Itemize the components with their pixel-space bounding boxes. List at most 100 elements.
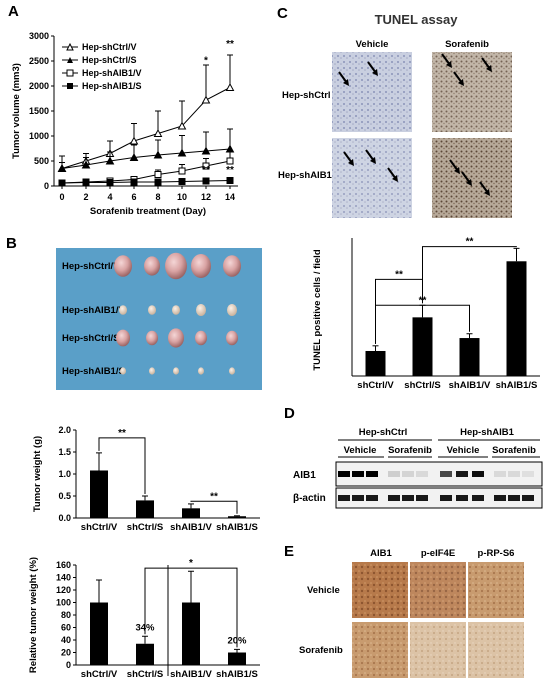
y-tick-label: 500 — [34, 156, 49, 166]
data-point — [153, 150, 163, 159]
tumor-specimen — [116, 329, 130, 347]
arrow-icon — [458, 79, 464, 86]
tumor-specimen — [114, 255, 132, 277]
significance-label: ** — [466, 237, 474, 248]
tumor-specimen — [148, 305, 156, 315]
x-tick-label: 2 — [83, 192, 88, 202]
significance-bracket — [144, 567, 238, 648]
y-axis-label: Relative tumor weight (%) — [28, 557, 39, 673]
blot-band — [388, 471, 400, 477]
tumor-specimen — [195, 330, 207, 346]
tumor-specimen — [172, 305, 180, 315]
blot-row-label: β-actin — [293, 493, 326, 504]
y-tick-label: 60 — [61, 623, 71, 633]
data-point — [82, 179, 90, 186]
data-point — [129, 152, 139, 161]
series-line — [61, 180, 231, 184]
data-point — [58, 179, 66, 187]
blot-band — [508, 471, 520, 477]
data-point — [106, 179, 114, 186]
legend-item: Hep-shAIB1/S — [62, 81, 142, 91]
blot-band — [456, 471, 468, 477]
y-tick-label: 160 — [56, 560, 71, 570]
blot-band — [440, 495, 452, 501]
bar — [506, 261, 527, 376]
tumor-specimen — [198, 367, 204, 375]
blot-band — [494, 495, 506, 501]
ihc-row-label: Sorafenib — [299, 645, 343, 656]
blot-band — [416, 495, 428, 501]
significance-label: * — [204, 56, 208, 67]
ihc-image-peif4e-vehicle — [410, 562, 466, 618]
legend-label: Hep-shAIB1/S — [82, 81, 142, 91]
group-label: Hep-shAIB1 — [460, 427, 515, 438]
y-tick-label: 0 — [44, 181, 49, 191]
legend-label: Hep-shCtrl/S — [82, 55, 137, 65]
panel-label-d: D — [284, 405, 295, 422]
y-tick-label: 40 — [61, 635, 71, 645]
treatment-label: Vehicle — [344, 445, 377, 456]
tumor-row-label: Hep-shCtrl/V — [62, 261, 120, 272]
x-tick-label: 6 — [131, 192, 136, 202]
tumor-row-label: Hep-shAIB1/S — [62, 366, 125, 377]
blot-band — [472, 495, 484, 501]
series-line — [61, 148, 231, 169]
arrow-icon — [454, 167, 460, 174]
y-tick-label: 2.0 — [58, 425, 71, 435]
group-label: Hep-shCtrl — [359, 427, 408, 438]
bar — [365, 350, 386, 376]
blot-band — [366, 495, 378, 501]
blot-band — [494, 471, 506, 477]
category-label: shCtrl/V — [357, 380, 394, 391]
legend-item: Hep-shCtrl/V — [62, 42, 137, 52]
legend-label: Hep-shCtrl/V — [82, 42, 137, 52]
western-blot: Hep-shCtrl Hep-shAIB1 Vehicle Sorafenib … — [293, 427, 543, 509]
blot-band — [522, 495, 534, 501]
data-point — [201, 146, 211, 155]
category-label: shCtrl/V — [81, 669, 118, 680]
treatment-label: Sorafenib — [492, 445, 536, 456]
arrow-icon — [343, 79, 349, 86]
data-point — [225, 82, 235, 91]
arrow-icon — [446, 61, 452, 68]
tumor-specimen — [226, 330, 238, 346]
blot-band — [416, 471, 428, 477]
category-label: shAIB1/V — [170, 522, 212, 533]
significance-label: ** — [210, 491, 218, 502]
y-tick-label: 2500 — [29, 56, 49, 66]
data-point — [154, 171, 162, 178]
significance-bracket — [190, 500, 238, 514]
blot-band — [338, 471, 350, 477]
tumor-specimen — [223, 255, 241, 277]
series-line — [61, 87, 231, 169]
data-point — [129, 136, 139, 145]
tumor-row-label: Hep-shCtrl/S — [62, 333, 120, 344]
tumor-specimen — [168, 328, 184, 348]
y-tick-label: 2000 — [29, 81, 49, 91]
bar — [136, 643, 154, 665]
data-point — [226, 157, 234, 165]
x-axis-label: Sorafenib treatment (Day) — [90, 206, 206, 217]
tunel-image-shaib1-vehicle — [332, 138, 412, 218]
category-label: shCtrl/S — [127, 669, 163, 680]
blot-band — [366, 471, 378, 477]
blot-band — [440, 471, 452, 477]
bar — [182, 602, 200, 665]
ihc-column-label: p-RP-S6 — [478, 548, 515, 559]
tunel-arrows — [338, 53, 492, 196]
tunel-image-shctrl-sorafenib — [432, 52, 512, 132]
significance-bracket — [375, 304, 470, 344]
ihc-column-label: p-eIF4E — [421, 548, 455, 559]
blot-band — [456, 495, 468, 501]
blot-band — [522, 471, 534, 477]
y-tick-label: 3000 — [29, 31, 49, 41]
significance-bracket — [422, 246, 517, 304]
tunel-image-shctrl-vehicle — [332, 52, 412, 132]
tumor-specimen — [144, 256, 160, 276]
significance-label: * — [189, 558, 193, 569]
y-axis-label: Tumor weight (g) — [32, 436, 43, 512]
treatment-label: Vehicle — [447, 445, 480, 456]
ihc-image-prps6-vehicle — [468, 562, 524, 618]
panel-label-a: A — [8, 3, 19, 20]
